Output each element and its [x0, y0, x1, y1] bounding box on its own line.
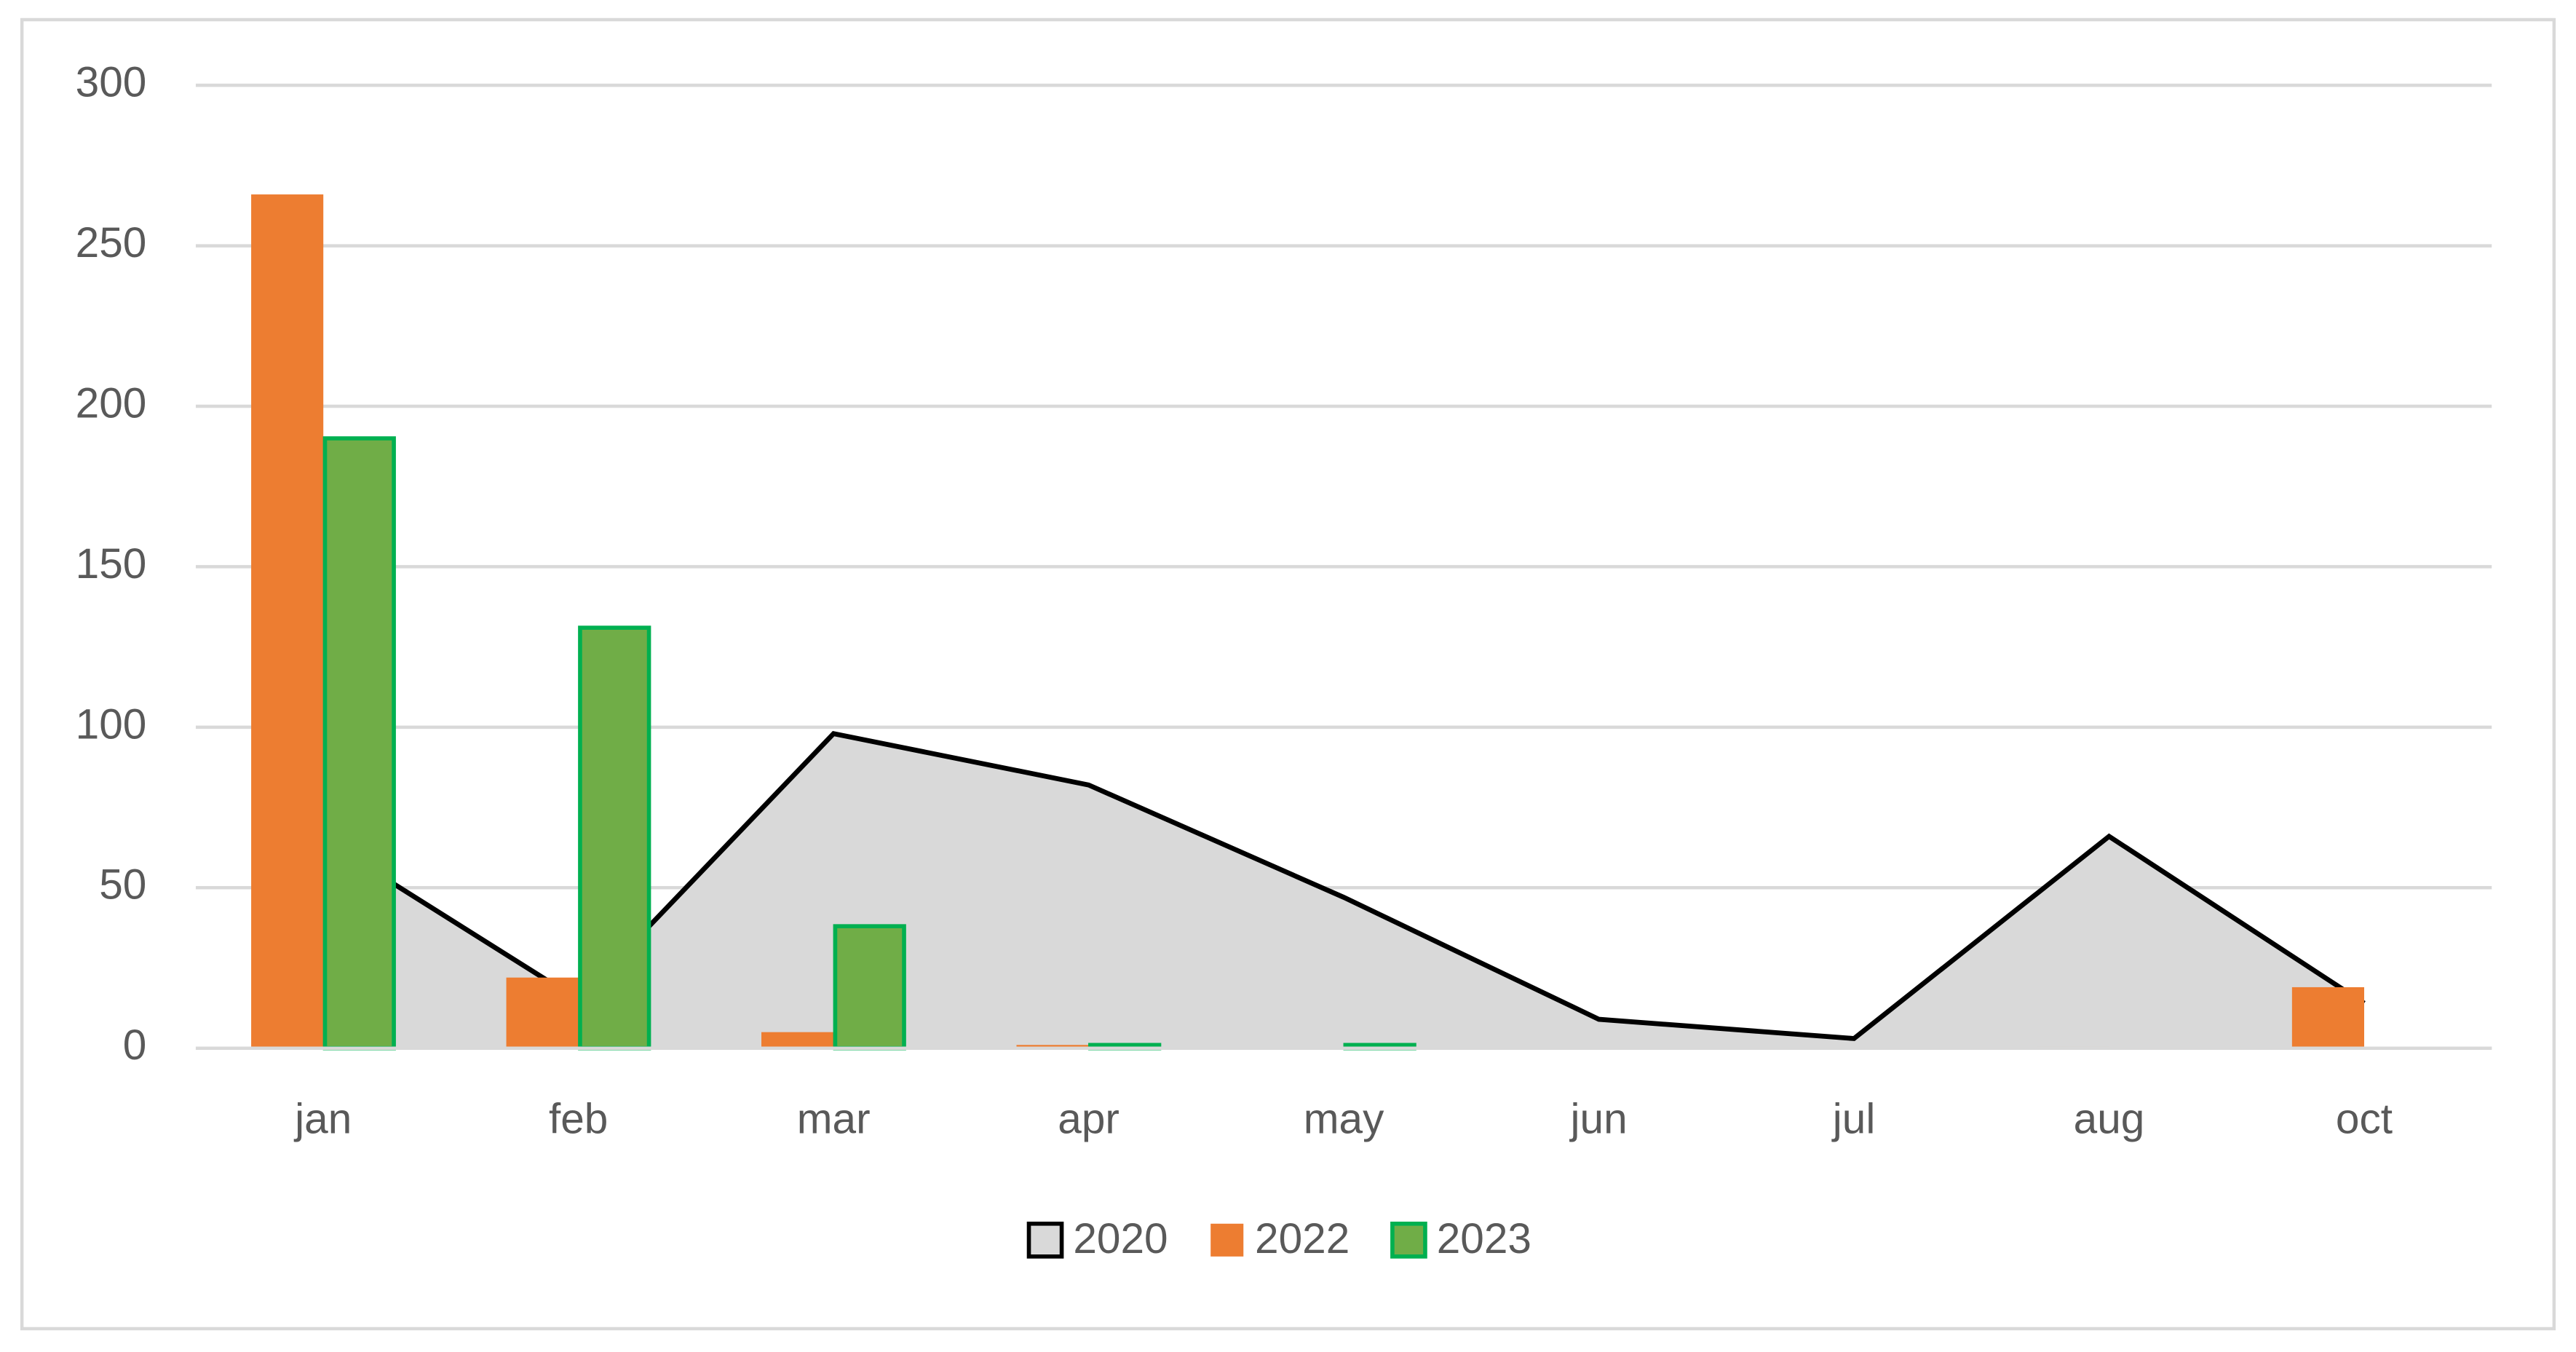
x-tick-label: feb: [549, 1096, 608, 1143]
x-tick-label: jan: [293, 1096, 352, 1143]
legend-swatch: [1026, 1221, 1064, 1259]
x-tick-label: jun: [1569, 1096, 1627, 1143]
x-tick-label: oct: [2336, 1096, 2393, 1143]
bar: [251, 194, 324, 1048]
x-tick-label: aug: [2074, 1096, 2145, 1143]
y-tick-label: 0: [123, 1021, 147, 1069]
area-line: [322, 730, 2366, 1041]
bar: [2291, 987, 2364, 1048]
y-tick-label: 200: [76, 379, 147, 427]
legend-label: 2023: [1437, 1215, 1531, 1262]
bar: [761, 1032, 834, 1048]
y-tick-label: 150: [76, 540, 147, 588]
x-tick-label: may: [1304, 1096, 1384, 1143]
bar: [506, 977, 579, 1048]
x-tick-label: jul: [1831, 1096, 1876, 1143]
legend-label: 2022: [1255, 1215, 1350, 1262]
y-tick-label: 250: [76, 219, 147, 266]
x-tick-label: mar: [797, 1096, 871, 1143]
bar: [833, 924, 906, 1051]
bar: [322, 436, 396, 1051]
x-tick-label: apr: [1058, 1096, 1119, 1143]
bar: [578, 625, 651, 1051]
y-tick-label: 50: [99, 861, 146, 909]
y-tick-label: 300: [76, 59, 147, 106]
legend-label: 2020: [1073, 1215, 1168, 1262]
legend-swatch: [1210, 1223, 1244, 1257]
y-tick-label: 100: [76, 700, 147, 748]
chart-border: [20, 17, 2556, 1331]
legend-swatch: [1390, 1221, 1427, 1259]
